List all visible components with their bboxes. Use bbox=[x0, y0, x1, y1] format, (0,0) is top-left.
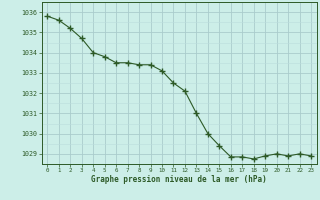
X-axis label: Graphe pression niveau de la mer (hPa): Graphe pression niveau de la mer (hPa) bbox=[91, 175, 267, 184]
